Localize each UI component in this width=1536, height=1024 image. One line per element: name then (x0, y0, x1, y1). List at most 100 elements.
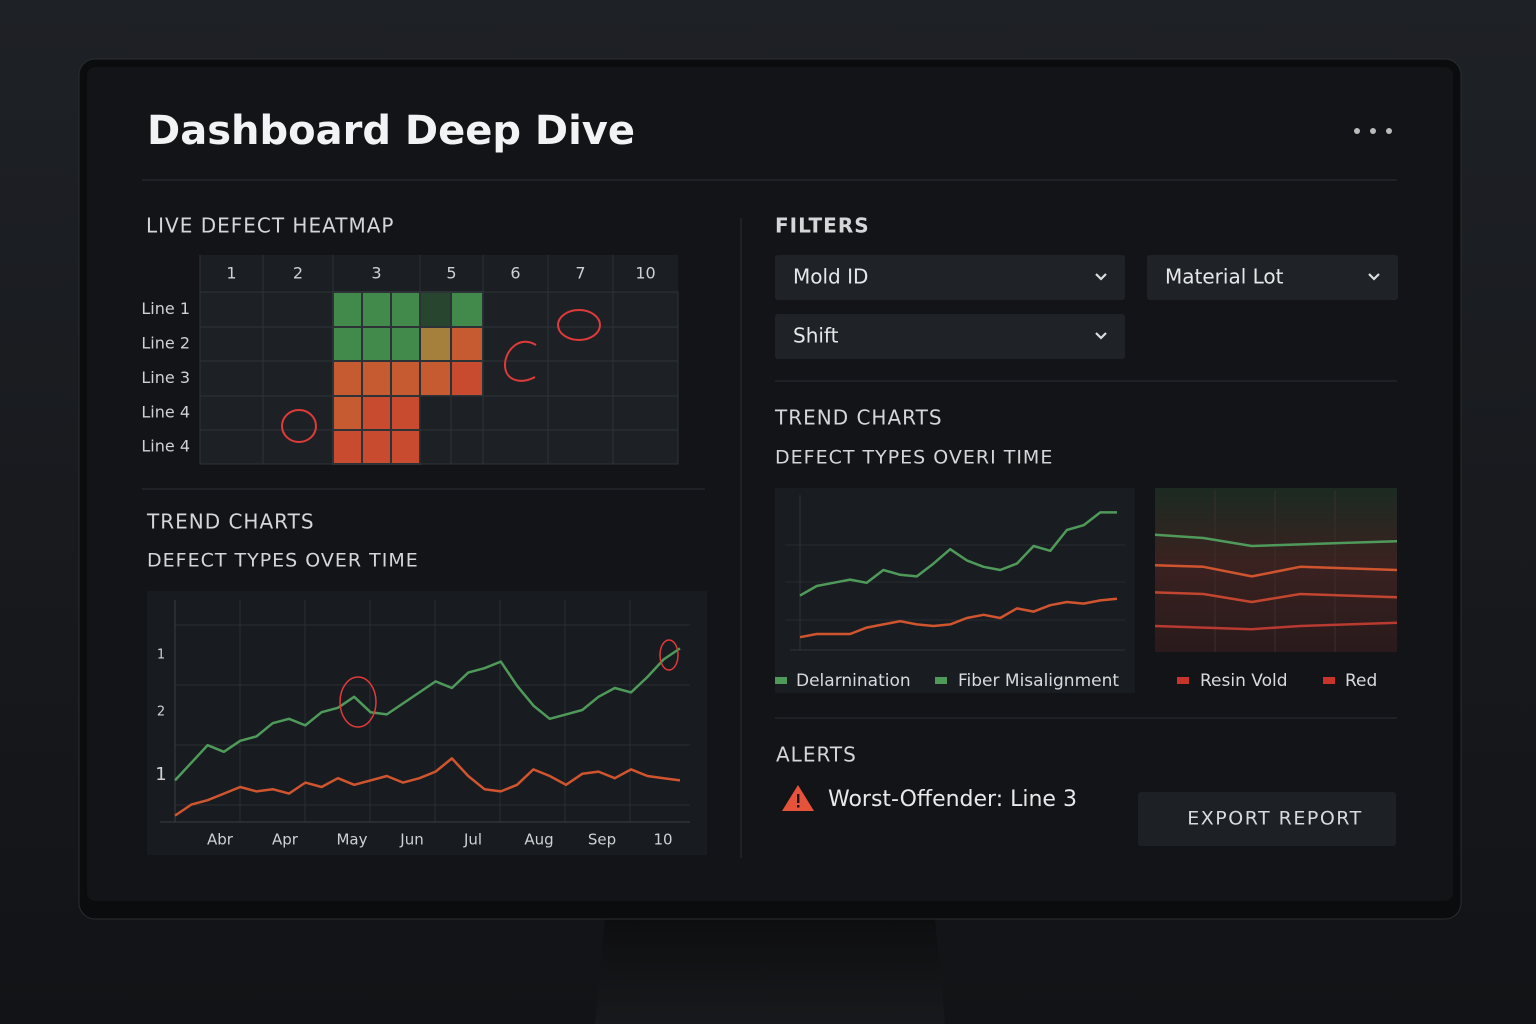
x-tick-label: 10 (653, 831, 672, 849)
heatmap-cell (450, 429, 484, 465)
dropdown[interactable] (1147, 255, 1398, 300)
legend-swatch (935, 677, 947, 684)
heatmap-cell (547, 326, 614, 362)
dot (1370, 128, 1376, 134)
series-line (799, 597, 1118, 639)
column-label: 10 (635, 264, 655, 283)
heatmap-cell (419, 360, 452, 397)
dropdown-label[interactable]: Mold ID (793, 265, 868, 289)
heatmap-cell (419, 326, 452, 362)
legend-label: Resin Vold (1200, 671, 1288, 691)
x-tick-label: Aug (524, 831, 553, 849)
dropdown[interactable] (775, 314, 1125, 359)
dropdown-label[interactable]: Shift (793, 324, 839, 348)
heatmap-cell (450, 291, 484, 328)
heatmap-cell (612, 326, 679, 362)
column-label: 3 (371, 264, 381, 283)
monitor-stand (595, 918, 945, 1024)
warning-icon-mark (797, 794, 800, 803)
more-menu[interactable] (1354, 128, 1392, 134)
row-label: Line 4 (141, 437, 190, 456)
highlight-circle (281, 409, 317, 443)
dropdown-chevron (1095, 332, 1107, 340)
trend-subtitle: DEFECT TYPES OVERI TIME (775, 447, 1053, 469)
heatmap-cell (361, 429, 392, 465)
legend-swatch (1323, 677, 1335, 684)
series-line (1154, 621, 1398, 631)
row-label: Line 4 (141, 403, 190, 422)
heatmap-cell (419, 291, 452, 328)
heatmap-cell (199, 291, 264, 328)
heatmap-cell (199, 429, 264, 465)
column-label: 5 (446, 264, 456, 283)
trend-subtitle: DEFECT TYPES OVER TIME (147, 550, 419, 572)
row-label: Line 1 (141, 299, 190, 318)
heatmap-cell (450, 395, 484, 431)
row-label: Line 2 (141, 334, 190, 353)
y-tick-label: 2 (157, 705, 165, 720)
alerts-title: ALERTS (776, 743, 857, 767)
heatmap: 1 2 3 5 6 7 10 Line 1 Line 2 Line 3 Line 4 Line 4 (141, 255, 679, 465)
heatmap-cell (361, 360, 392, 397)
heatmap-cell (361, 291, 392, 328)
column-label: 7 (575, 264, 585, 283)
heatmap-cell (612, 291, 679, 328)
x-tick-label: Jul (463, 831, 482, 849)
heatmap-cell (332, 360, 363, 397)
chart-panel (775, 488, 1135, 693)
heatmap-cell (199, 326, 264, 362)
heatmap-cell (450, 360, 484, 397)
series-line (174, 647, 681, 782)
highlight-circle (557, 309, 601, 341)
legend-swatch (775, 677, 787, 684)
heatmap-cell (482, 360, 549, 397)
heatmap-cell (199, 395, 264, 431)
x-tick-label: Abr (207, 831, 234, 849)
dropdown-chevron (1095, 273, 1107, 281)
x-tick-label: Sep (588, 831, 616, 849)
trend-charts: Delarnination Fiber Misalignment Resin Vol… (775, 490, 1398, 691)
heatmap-cell (482, 395, 549, 431)
legend-label: Fiber Misalignment (958, 671, 1119, 691)
column-label: 6 (510, 264, 520, 283)
dot (1386, 128, 1392, 134)
heatmap-cell (332, 395, 363, 431)
highlight-circle (659, 639, 679, 671)
export-button[interactable] (1138, 792, 1396, 846)
x-tick-label: Jun (399, 831, 423, 849)
export-button-label[interactable]: EXPORT REPORT (1187, 808, 1362, 830)
heatmap-cell (419, 429, 452, 465)
heatmap-cell (547, 429, 614, 465)
heatmap-cell (390, 291, 421, 328)
dropdown-label[interactable]: Material Lot (1165, 265, 1284, 289)
series-line (1154, 563, 1398, 578)
heatmap-cell (547, 395, 614, 431)
filter-dropdowns: Mold ID Material Lot Shift (775, 255, 1398, 359)
y-tick-label: 1 (155, 764, 166, 785)
heatmap-cell (612, 395, 679, 431)
filters-title: FILTERS (775, 214, 870, 238)
heatmap-cell (612, 360, 679, 397)
heatmap-cell (390, 429, 421, 465)
heatmap-cell (450, 326, 484, 362)
row-label: Line 3 (141, 368, 190, 387)
series-line (799, 511, 1117, 597)
heatmap-cell (262, 429, 334, 465)
heatmap-cell (199, 360, 264, 397)
heatmap-cell (390, 360, 421, 397)
heatmap-cell (419, 395, 452, 431)
heatmap-cell (390, 395, 421, 431)
legend-label: Delarnination (796, 671, 911, 691)
series-line (174, 757, 681, 817)
chart-panel (147, 591, 707, 855)
trend-title: TREND CHARTS (774, 406, 943, 430)
x-tick-label: Apr (272, 831, 299, 849)
dropdown[interactable] (775, 255, 1125, 300)
legend-label: Red (1345, 671, 1377, 691)
title: Dashboard Deep Dive (147, 108, 635, 154)
heatmap-cell (390, 326, 421, 362)
series-line (1154, 533, 1398, 548)
series-line (1154, 591, 1398, 604)
heatmap-cell (262, 326, 334, 362)
